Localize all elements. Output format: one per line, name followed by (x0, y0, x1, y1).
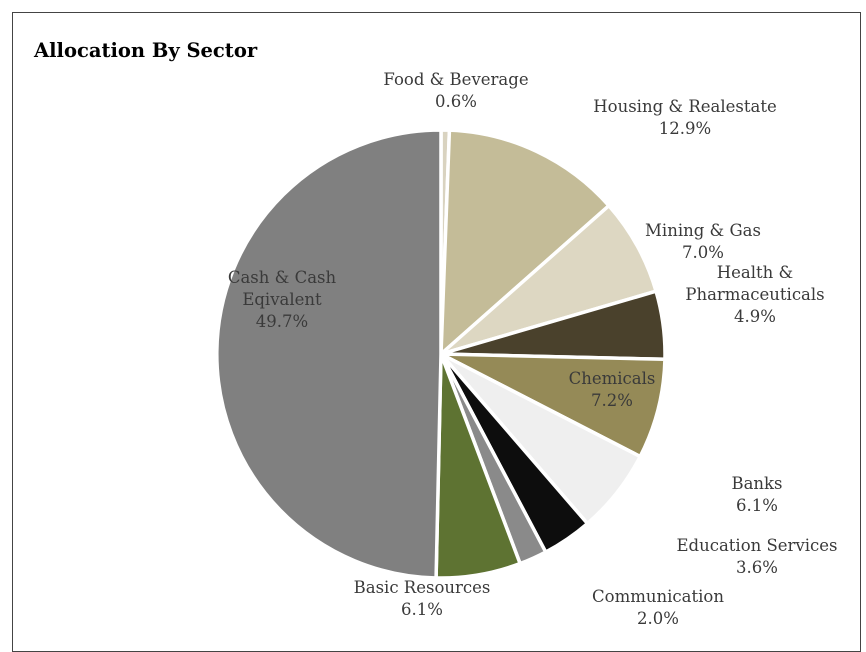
slice-name-label: Food & Beverage (383, 70, 528, 89)
pie-slice (215, 128, 443, 580)
chart-title: Allocation By Sector (33, 39, 258, 62)
slice-name-label: Housing & Realestate (593, 97, 776, 116)
slice-value-label: 3.6% (736, 558, 778, 577)
pie-slice (439, 352, 667, 459)
slice-value-label: 6.1% (736, 496, 778, 515)
slice-name-label: Eqivalent (242, 290, 322, 309)
slice-value-label: 2.0% (637, 609, 679, 628)
slice-value-label: 6.1% (401, 600, 443, 619)
slice-name-label: Basic Resources (354, 578, 491, 597)
slice-name-label: Education Services (676, 536, 837, 555)
slice-name-label: Chemicals (569, 369, 656, 388)
slice-name-label: Health & (717, 263, 793, 282)
slice-value-label: 7.2% (591, 391, 633, 410)
pie-slice (439, 128, 611, 356)
slice-value-label: 12.9% (659, 119, 711, 138)
slice-value-label: 49.7% (256, 312, 308, 331)
slice-name-label: Pharmaceuticals (685, 285, 824, 304)
slice-value-label: 4.9% (734, 307, 776, 326)
slice-value-label: 7.0% (682, 243, 724, 262)
pie-slices (215, 128, 667, 580)
slice-name-label: Banks (731, 474, 782, 493)
slice-name-label: Mining & Gas (645, 221, 761, 240)
slice-name-label: Communication (592, 587, 724, 606)
slice-value-label: 0.6% (435, 92, 477, 111)
slice-labels: Food & Beverage 0.6% Housing & Realestate 1… (228, 70, 838, 628)
slice-name-label: Cash & Cash (228, 268, 337, 287)
